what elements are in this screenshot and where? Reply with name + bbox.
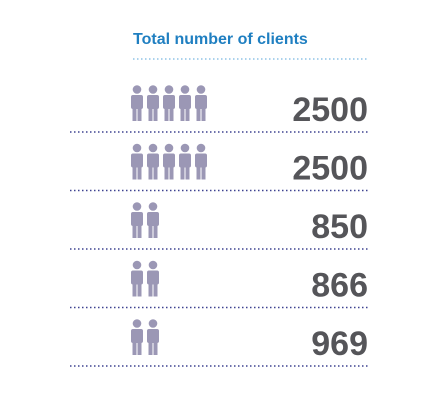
icon-leg: [137, 224, 142, 238]
pictogram-row: [131, 260, 159, 297]
icon-head: [196, 143, 206, 153]
icon-body: [147, 329, 159, 343]
icon-leg: [201, 165, 206, 180]
icon-leg: [196, 165, 201, 180]
icon-leg: [153, 341, 158, 355]
chart-title: Total number of clients: [133, 31, 308, 48]
icon-leg: [185, 107, 190, 121]
icon-body: [131, 212, 143, 226]
icon-leg: [137, 107, 142, 121]
icon-body: [179, 153, 191, 168]
icon-body: [147, 95, 159, 109]
value-label: 969: [311, 325, 368, 363]
icon-leg: [137, 165, 142, 180]
icon-body: [163, 153, 175, 168]
icon-body: [131, 270, 143, 285]
pictogram-row: [131, 143, 207, 180]
value-label: 2500: [292, 150, 368, 188]
icon-leg: [164, 107, 169, 121]
icon-leg: [148, 282, 153, 297]
icon-head: [180, 143, 190, 153]
icon-head: [164, 85, 174, 94]
icon-head: [132, 202, 142, 211]
icon-body: [131, 153, 143, 168]
icon-body: [147, 212, 159, 226]
icon-head: [196, 85, 206, 94]
icon-leg: [153, 224, 158, 238]
icon-leg: [169, 165, 174, 180]
icon-leg: [164, 165, 169, 180]
pictogram-row: [131, 85, 207, 121]
icon-leg: [148, 165, 153, 180]
icon-leg: [148, 341, 153, 355]
icon-leg: [153, 282, 158, 297]
icon-body: [195, 95, 207, 109]
icon-body: [147, 153, 159, 168]
icon-head: [148, 143, 158, 153]
icon-head: [148, 85, 158, 94]
icon-body: [131, 329, 143, 343]
icon-leg: [169, 107, 174, 121]
icon-leg: [132, 107, 137, 121]
icon-leg: [180, 165, 185, 180]
icon-leg: [153, 165, 158, 180]
icon-leg: [132, 165, 137, 180]
value-label: 850: [311, 208, 368, 246]
icon-head: [180, 85, 190, 94]
icon-body: [195, 153, 207, 168]
icon-body: [147, 270, 159, 285]
icon-head: [132, 85, 142, 94]
icon-head: [148, 260, 158, 270]
icon-head: [132, 319, 142, 328]
icon-leg: [185, 165, 190, 180]
icon-body: [163, 95, 175, 109]
icon-body: [131, 95, 143, 109]
icon-leg: [180, 107, 185, 121]
icon-head: [148, 202, 158, 211]
icon-head: [132, 260, 142, 270]
value-label: 866: [311, 267, 368, 305]
value-label: 2500: [292, 91, 368, 129]
icon-leg: [132, 341, 137, 355]
icon-body: [179, 95, 191, 109]
pictogram-row: [131, 319, 159, 355]
icon-leg: [148, 107, 153, 121]
icon-head: [148, 319, 158, 328]
icon-leg: [148, 224, 153, 238]
icon-leg: [137, 341, 142, 355]
icon-leg: [153, 107, 158, 121]
icon-leg: [137, 282, 142, 297]
icon-head: [164, 143, 174, 153]
icon-head: [132, 143, 142, 153]
icon-leg: [132, 224, 137, 238]
icon-leg: [201, 107, 206, 121]
pictogram-row: [131, 202, 159, 238]
icon-leg: [196, 107, 201, 121]
icon-leg: [132, 282, 137, 297]
